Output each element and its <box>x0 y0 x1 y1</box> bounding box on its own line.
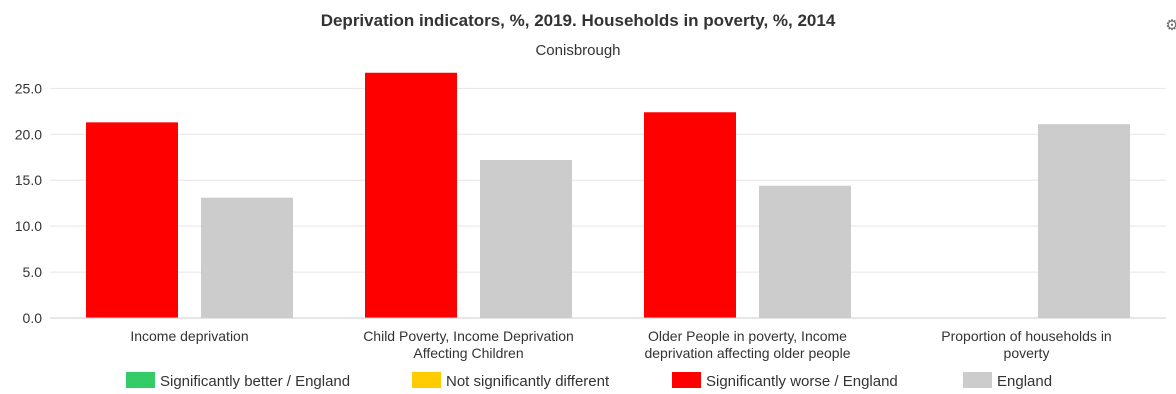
legend-item-label[interactable]: Significantly better / England <box>160 373 350 390</box>
legend: Significantly better / England Not signif… <box>126 372 1052 390</box>
y-tick-label: 25.0 <box>15 80 42 96</box>
x-tick-label: Older People in poverty, Income deprivati… <box>644 328 850 361</box>
y-tick-label: 5.0 <box>23 264 43 280</box>
y-tick-label: 20.0 <box>15 126 42 142</box>
legend-swatch[interactable] <box>126 372 155 388</box>
legend-item-label[interactable]: Significantly worse / England <box>706 373 898 390</box>
bar-england-3[interactable] <box>759 185 851 318</box>
x-tick-label: Proportion of households in poverty <box>941 328 1111 361</box>
legend-item-label[interactable]: Not significantly different <box>446 373 610 390</box>
chart-subtitle: Conisbrough <box>535 42 620 59</box>
bar-england-2[interactable] <box>480 160 572 318</box>
bar-area-1[interactable] <box>86 122 178 318</box>
bar-england-4[interactable] <box>1038 124 1130 318</box>
axes: Income deprivation Child Poverty, Income … <box>50 317 1166 361</box>
x-tick-label: Child Poverty, Income Deprivation Affecti… <box>363 328 574 361</box>
legend-swatch[interactable] <box>412 372 441 388</box>
legend-item-label[interactable]: England <box>997 373 1052 390</box>
legend-swatch[interactable] <box>963 372 992 388</box>
bar-area-3[interactable] <box>644 112 736 318</box>
chart-title: Deprivation indicators, %, 2019. Househo… <box>321 11 836 30</box>
bars <box>86 72 1130 318</box>
y-tick-label: 10.0 <box>15 218 42 234</box>
grid: 0.0 5.0 10.0 15.0 20.0 25.0 <box>15 80 1166 326</box>
y-tick-label: 15.0 <box>15 172 42 188</box>
gear-icon[interactable]: ⚙ <box>1165 16 1176 34</box>
y-tick-label: 0.0 <box>23 310 43 326</box>
x-tick-label: Income deprivation <box>130 328 248 344</box>
legend-swatch[interactable] <box>672 372 701 388</box>
bar-england-1[interactable] <box>201 197 293 318</box>
bar-area-2[interactable] <box>365 72 457 318</box>
